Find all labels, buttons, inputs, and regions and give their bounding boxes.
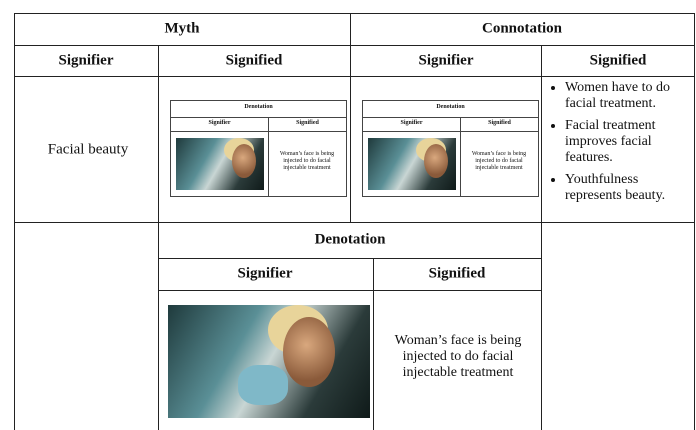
header: Myth xyxy=(164,20,200,37)
subheader: Signified xyxy=(589,52,647,69)
mini-rule xyxy=(268,117,269,196)
mini-text: Woman’s face is being injected to do fac… xyxy=(471,151,527,171)
bullet: Facial treatment improves facial feature… xyxy=(565,118,694,166)
mini-rule xyxy=(171,131,346,132)
mini-title: Denotation xyxy=(436,104,465,110)
header: Connotation xyxy=(481,20,563,37)
bullet-list: Women have to do facial treatment. Facia… xyxy=(548,80,694,204)
photo xyxy=(168,305,370,418)
subheader: Signifier xyxy=(418,52,474,69)
rule xyxy=(14,222,694,223)
bullet: Women have to do facial treatment. xyxy=(565,80,694,112)
denotation-header: Signified xyxy=(428,265,486,282)
mini-rule xyxy=(363,117,538,118)
mini-header: Signifier xyxy=(400,120,423,126)
mini-rule xyxy=(460,117,461,196)
mini-title: Denotation xyxy=(244,104,273,110)
rule xyxy=(14,13,15,430)
mini-header: Signified xyxy=(296,120,319,126)
denotation-title: Denotation xyxy=(314,231,386,248)
photo-detail xyxy=(232,144,256,178)
subheader: Signified xyxy=(225,52,283,69)
rule xyxy=(373,258,374,430)
denotation-header: Signifier xyxy=(237,265,293,282)
mini-rule xyxy=(171,117,346,118)
rule xyxy=(158,290,541,291)
mini-header: Signifier xyxy=(208,120,231,126)
rule xyxy=(350,13,351,222)
bullet: Youthfulness represents beauty. xyxy=(565,172,694,204)
mini-table: Denotation Signifier Signified Woman’s face… xyxy=(362,100,539,197)
photo-detail xyxy=(238,365,288,405)
rule xyxy=(541,45,542,430)
rule xyxy=(14,45,694,46)
mini-text: Woman’s face is being injected to do fac… xyxy=(279,151,335,171)
rule xyxy=(158,45,159,430)
denotation-text: Woman’s face is being injected to do fac… xyxy=(394,333,522,380)
signifier-text: Facial beauty xyxy=(47,141,129,158)
bullet-cell: Women have to do facial treatment. Facia… xyxy=(548,80,694,210)
mini-rule xyxy=(363,131,538,132)
mini-photo xyxy=(176,138,264,190)
rule xyxy=(14,13,694,14)
mini-table: Denotation Signifier Signified Woman’s face… xyxy=(170,100,347,197)
mini-photo xyxy=(368,138,456,190)
rule xyxy=(694,13,695,430)
subheader: Signifier xyxy=(58,52,114,69)
mini-header: Signified xyxy=(488,120,511,126)
rule xyxy=(158,258,541,259)
rule xyxy=(14,76,694,77)
photo-detail xyxy=(283,317,335,387)
photo-detail xyxy=(424,144,448,178)
